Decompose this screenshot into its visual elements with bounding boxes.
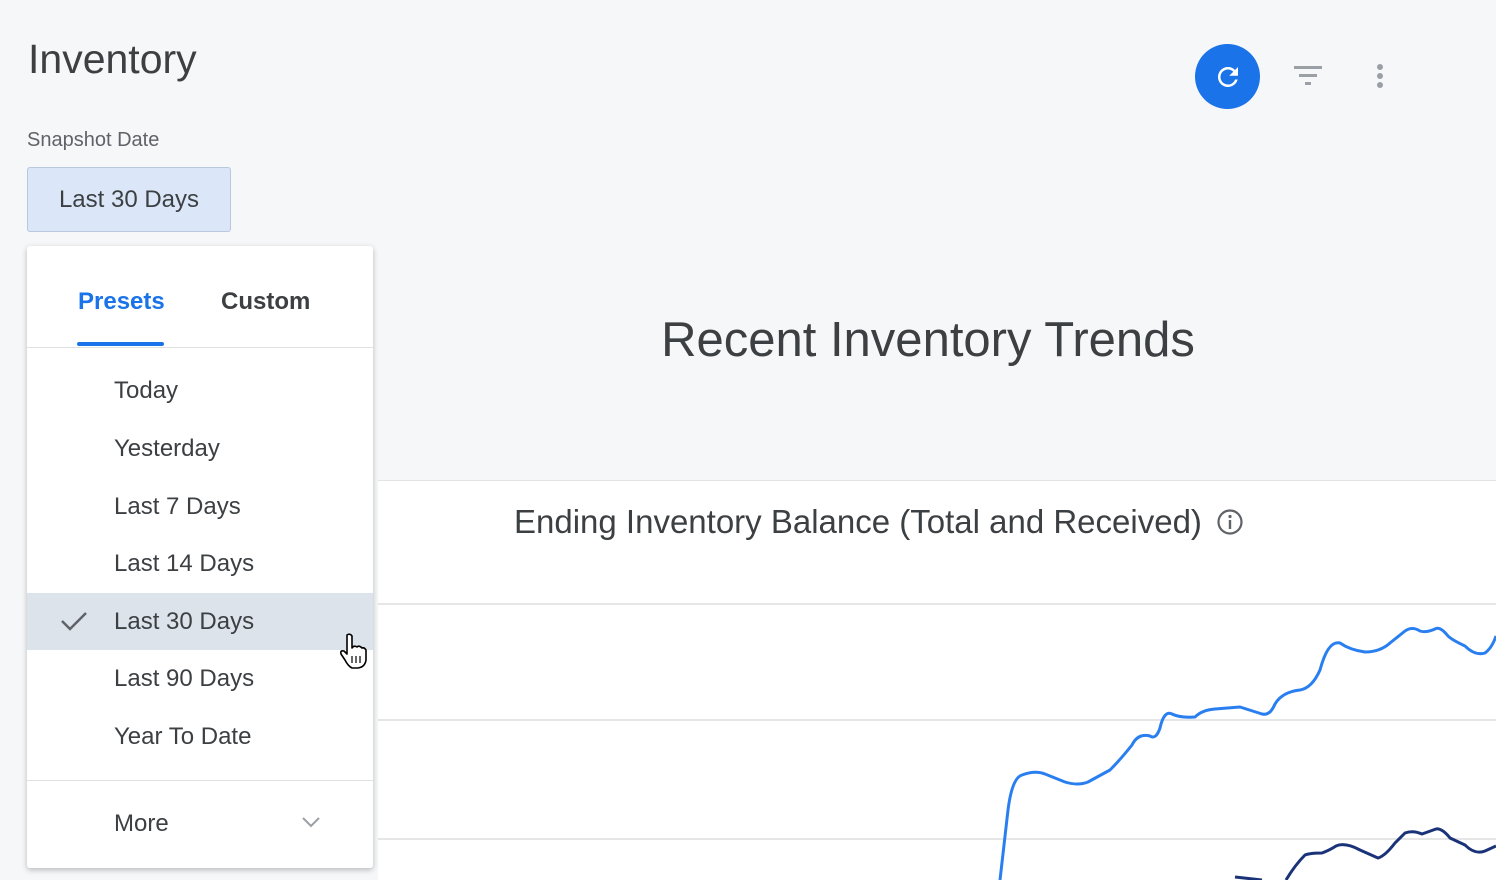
date-range-button[interactable]: Last 30 Days <box>27 167 231 232</box>
preset-last-30-days[interactable]: Last 30 Days <box>27 593 373 650</box>
divider <box>27 347 373 348</box>
section-title: Recent Inventory Trends <box>661 313 1195 367</box>
snapshot-date-label: Snapshot Date <box>27 129 160 151</box>
gridline <box>378 603 1496 605</box>
active-tab-indicator <box>77 342 164 346</box>
filter-icon <box>1294 66 1322 85</box>
series-line-total <box>998 626 1496 880</box>
preset-last-14-days[interactable]: Last 14 Days <box>114 549 255 577</box>
check-icon <box>61 612 87 631</box>
chart-title-text: Ending Inventory Balance (Total and Rece… <box>514 503 1202 540</box>
refresh-button[interactable] <box>1195 44 1260 109</box>
preset-year-to-date[interactable]: Year To Date <box>114 722 252 750</box>
tab-presets[interactable]: Presets <box>78 288 165 315</box>
preset-last-7-days[interactable]: Last 7 Days <box>114 492 241 520</box>
filter-button[interactable] <box>1290 62 1326 92</box>
page-title: Inventory <box>28 36 197 82</box>
chart-card <box>378 480 1496 880</box>
series-line-received <box>1234 827 1496 880</box>
info-icon[interactable] <box>1216 508 1244 536</box>
gridline <box>378 719 1496 721</box>
more-presets-toggle[interactable]: More <box>27 795 373 852</box>
divider <box>27 780 373 781</box>
preset-last-90-days[interactable]: Last 90 Days <box>114 664 255 692</box>
date-preset-dropdown: Presets Custom Today Yesterday Last 7 Da… <box>27 246 373 868</box>
chart-title: Ending Inventory Balance (Total and Rece… <box>514 503 1244 541</box>
hand-cursor-icon <box>340 633 367 669</box>
more-options-button[interactable] <box>1365 60 1395 94</box>
chevron-down-icon <box>302 817 320 828</box>
more-vert-icon <box>1377 64 1383 88</box>
more-label: More <box>114 809 169 837</box>
preset-yesterday[interactable]: Yesterday <box>114 434 220 462</box>
tab-custom[interactable]: Custom <box>221 288 311 315</box>
preset-label: Last 30 Days <box>114 607 255 635</box>
preset-today[interactable]: Today <box>114 376 179 404</box>
gridline <box>378 838 1496 840</box>
